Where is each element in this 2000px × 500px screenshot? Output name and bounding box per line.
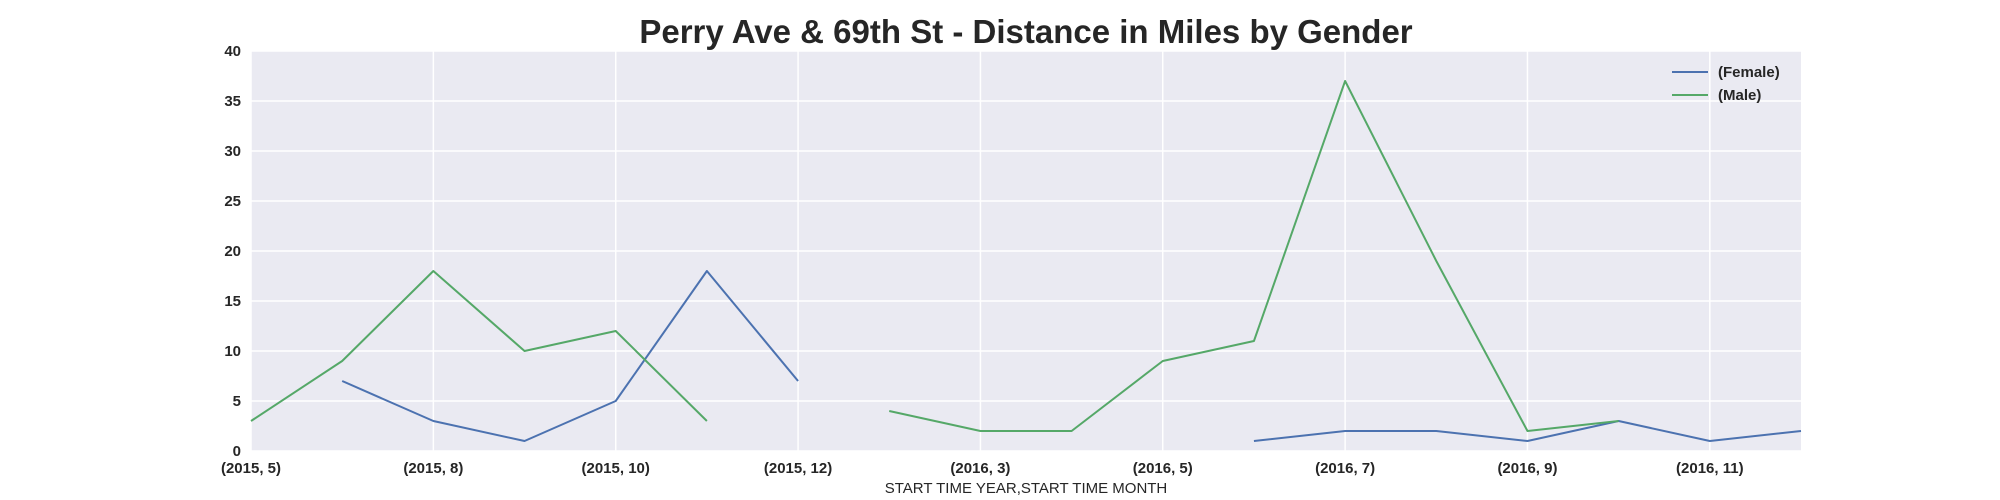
legend-label: (Male) [1718, 87, 1761, 104]
x-tick-label: (2016, 9) [1497, 460, 1557, 477]
legend: (Female) (Male) [1672, 64, 1780, 104]
x-tick-labels: (2015, 5) (2015, 8) (2015, 10) (2015, 12) (2… [221, 460, 1744, 477]
y-tick-label: 5 [233, 393, 241, 410]
y-tick-label: 40 [224, 43, 241, 60]
series-line [889, 80, 1619, 432]
x-tick-label: (2016, 7) [1315, 460, 1375, 477]
y-tick-label: 30 [224, 143, 241, 160]
y-tick-label: 25 [224, 193, 241, 210]
x-tick-label: (2015, 8) [403, 460, 463, 477]
x-axis-label: START TIME YEAR,START TIME MONTH [885, 480, 1168, 497]
y-tick-label: 15 [224, 293, 241, 310]
legend-label: (Female) [1718, 64, 1780, 81]
x-tick-label: (2016, 3) [950, 460, 1010, 477]
series-line [250, 270, 708, 422]
x-tick-label: (2015, 10) [582, 460, 650, 477]
series-line [1253, 420, 1802, 442]
x-tick-label: (2016, 11) [1676, 460, 1744, 477]
chart-title: Perry Ave & 69th St - Distance in Miles … [639, 13, 1412, 50]
x-tick-label: (2015, 5) [221, 460, 281, 477]
series-lines [250, 80, 1802, 442]
y-tick-label: 35 [224, 93, 241, 110]
y-tick-labels: 0 5 10 15 20 25 30 35 40 [224, 43, 241, 460]
y-tick-label: 0 [233, 443, 241, 460]
y-tick-label: 20 [224, 243, 241, 260]
x-tick-label: (2016, 5) [1133, 460, 1193, 477]
series-line [341, 270, 799, 442]
grid [250, 50, 1801, 452]
y-tick-label: 10 [224, 343, 241, 360]
x-tick-label: (2015, 12) [764, 460, 832, 477]
